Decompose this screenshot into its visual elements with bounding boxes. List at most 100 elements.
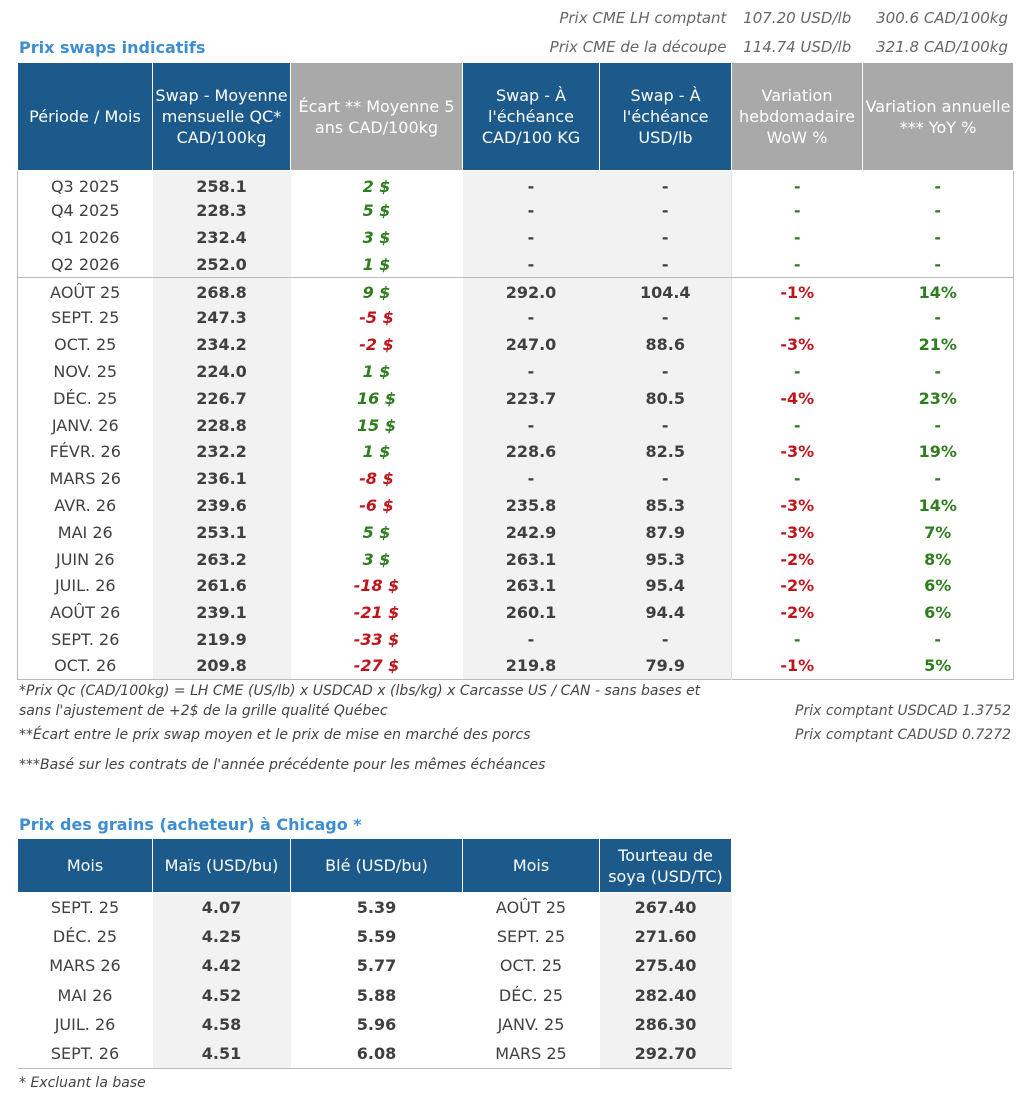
- swap-qc-cell: 228.3: [152, 197, 291, 225]
- swap-qc-cell: 236.1: [152, 465, 291, 493]
- header-wow: Variation hebdomadaire WoW %: [731, 62, 863, 171]
- swap-period-cell: AOÛT 25: [50, 282, 121, 302]
- swap-usd-cell: 95.4: [599, 572, 732, 600]
- swap-period-cell: FÉVR. 26: [49, 442, 121, 462]
- swap-wow-cell: -: [731, 170, 863, 198]
- grain-mais-cell: 4.52: [152, 980, 291, 1010]
- grain-mois2-cell: SEPT. 25: [496, 926, 566, 946]
- grains-header-mois2: Mois: [462, 838, 600, 893]
- swap-cad-cell: 263.1: [462, 545, 600, 573]
- swap-usd-cell: 80.5: [599, 384, 732, 412]
- swap-period-cell: AVR. 26: [54, 495, 117, 515]
- swap-yoy-cell: 6%: [924, 603, 952, 623]
- cme-cut-cad: 321.8 CAD/100kg: [876, 38, 1008, 56]
- grain-mois-cell: JUIL. 26: [54, 1014, 116, 1034]
- swap-qc-cell: 232.2: [152, 438, 291, 466]
- swap-usd-cell: -: [599, 465, 732, 493]
- swap-cad-cell: -: [462, 304, 600, 332]
- swap-cad-cell: -: [462, 250, 600, 279]
- grain-ble-cell: 6.08: [356, 1043, 397, 1063]
- swap-row: MARS 26 236.1 -8 $ - - - -: [18, 465, 1014, 493]
- grain-mois2-cell: DÉC. 25: [498, 985, 564, 1005]
- swap-usd-cell: 79.9: [599, 652, 732, 680]
- grain-mais-cell: 4.58: [152, 1009, 291, 1039]
- swap-period-cell: JUIN 26: [55, 549, 115, 569]
- swap-usd-cell: -: [599, 358, 732, 385]
- swap-wow-cell: -: [731, 626, 863, 653]
- grain-mois-cell: SEPT. 26: [50, 1043, 120, 1063]
- grain-mais-cell: 4.07: [152, 892, 291, 922]
- swap-usd-cell: -: [599, 304, 732, 332]
- swap-period-cell: JUIL. 26: [54, 576, 116, 596]
- swap-cad-cell: -: [462, 411, 600, 439]
- grain-row: MARS 26 4.42 5.77 OCT. 25 275.40: [18, 951, 732, 981]
- swap-yoy-cell: 14%: [918, 282, 957, 302]
- swap-qc-cell: 258.1: [152, 170, 291, 198]
- header-swap-cad: Swap - À l'échéance CAD/100 KG: [462, 62, 600, 171]
- swap-row: JUIL. 26 261.6 -18 $ 263.1 95.4 -2% 6%: [18, 572, 1014, 600]
- grain-soya-cell: 267.40: [599, 892, 732, 922]
- swap-ecart-cell: 9 $: [362, 282, 391, 302]
- grains-header-ble: Blé (USD/bu): [290, 838, 463, 893]
- swap-row: Q1 2026 232.4 3 $ - - - -: [18, 224, 1014, 251]
- swap-usd-cell: -: [599, 250, 732, 279]
- swap-wow-cell: -3%: [731, 438, 863, 466]
- swap-row: AOÛT 25 268.8 9 $ 292.0 104.4 -1% 14%: [18, 277, 1014, 305]
- swap-period-cell: Q4 2025: [50, 201, 120, 221]
- swap-row: Q2 2026 252.0 1 $ - - - -: [17, 250, 1014, 279]
- grain-mois2-cell: MARS 25: [495, 1043, 567, 1063]
- swaps-note-1b: sans l'ajustement de +2$ de la grille qu…: [19, 703, 388, 719]
- swap-wow-cell: -2%: [731, 599, 863, 627]
- grain-soya-cell: 282.40: [599, 980, 732, 1010]
- grains-header-row: Mois Maïs (USD/bu) Blé (USD/bu) Mois Tou…: [17, 838, 732, 893]
- swap-usd-cell: -: [599, 224, 732, 251]
- swap-wow-cell: -: [731, 465, 863, 493]
- grain-ble-cell: 5.59: [356, 926, 397, 946]
- swap-period-cell: OCT. 25: [54, 335, 117, 355]
- swap-row: Q4 2025 228.3 5 $ - - - -: [18, 197, 1014, 225]
- swap-yoy-cell: 14%: [918, 495, 957, 515]
- swap-ecart-cell: 1 $: [362, 361, 391, 381]
- swap-row: SEPT. 25 247.3 -5 $ - - - -: [18, 304, 1014, 332]
- swap-qc-cell: 253.1: [152, 518, 291, 546]
- grain-row: SEPT. 26 4.51 6.08 MARS 25 292.70: [18, 1038, 732, 1069]
- swaps-header-row: Période / Mois Swap - Moyenne mensuelle …: [17, 62, 1014, 171]
- swap-qc-cell: 239.6: [152, 492, 291, 519]
- swap-row: SEPT. 26 219.9 -33 $ - - - -: [18, 626, 1014, 653]
- grains-title: Prix des grains (acheteur) à Chicago *: [19, 815, 362, 834]
- grain-row: SEPT. 25 4.07 5.39 AOÛT 25 267.40: [18, 892, 732, 922]
- swap-cad-cell: -: [462, 170, 600, 198]
- cme-lh-label: Prix CME LH comptant: [559, 9, 727, 27]
- swap-cad-cell: 247.0: [462, 331, 600, 359]
- swap-ecart-cell: 1 $: [290, 250, 463, 279]
- swap-cad-cell: 263.1: [462, 572, 600, 600]
- swap-row: Q3 2025 258.1 2 $ - - - -: [18, 170, 1014, 198]
- grain-row: DÉC. 25 4.25 5.59 SEPT. 25 271.60: [18, 921, 732, 952]
- swap-qc-cell: 263.2: [152, 545, 291, 573]
- swap-wow-cell: -1%: [731, 652, 863, 680]
- swap-qc-cell: 261.6: [152, 572, 291, 600]
- swap-row: AOÛT 26 239.1 -21 $ 260.1 94.4 -2% 6%: [18, 599, 1014, 627]
- swap-cad-cell: 235.8: [462, 492, 600, 519]
- grain-ble-cell: 5.96: [356, 1014, 397, 1034]
- grain-mois2-cell: OCT. 25: [499, 956, 563, 976]
- grain-soya-cell: 271.60: [599, 921, 732, 952]
- swap-period-cell: MARS 26: [49, 469, 121, 489]
- swap-wow-cell: -: [731, 224, 863, 251]
- swap-period-cell: Q3 2025: [50, 176, 120, 196]
- swap-row: FÉVR. 26 232.2 1 $ 228.6 82.5 -3% 19%: [18, 438, 1014, 466]
- swap-wow-cell: -4%: [731, 384, 863, 412]
- swap-yoy-cell: -: [934, 361, 942, 381]
- grain-ble-cell: 5.77: [356, 956, 397, 976]
- swap-wow-cell: -3%: [731, 518, 863, 546]
- swap-period-cell: AOÛT 26: [50, 603, 121, 623]
- swaps-title: Prix swaps indicatifs: [19, 38, 206, 57]
- grain-ble-cell: 5.39: [356, 897, 397, 917]
- grain-mais-cell: 4.51: [152, 1038, 291, 1069]
- grain-mais-cell: 4.25: [152, 921, 291, 952]
- swap-wow-cell: -2%: [731, 572, 863, 600]
- swap-cad-cell: -: [462, 626, 600, 653]
- grains-note: * Excluant la base: [19, 1075, 146, 1091]
- grain-mois-cell: MAI 26: [57, 985, 113, 1005]
- swap-ecart-cell: -8 $: [359, 469, 394, 489]
